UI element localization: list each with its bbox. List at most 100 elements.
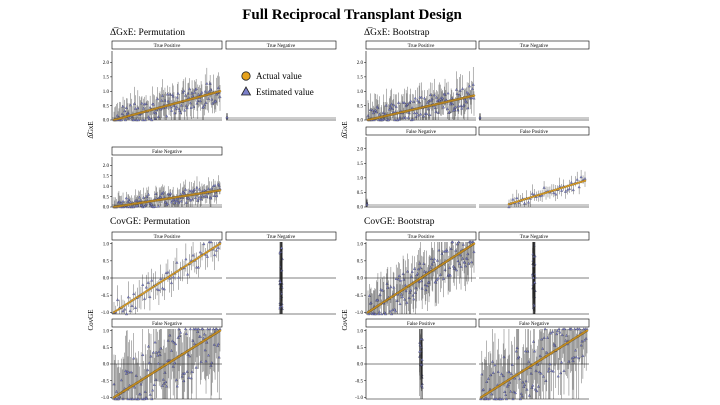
estimate-point bbox=[575, 178, 579, 181]
estimate-point bbox=[140, 101, 144, 105]
actual-point bbox=[128, 300, 132, 304]
estimate-point bbox=[116, 298, 120, 301]
estimate-point bbox=[555, 329, 559, 332]
estimate-point bbox=[182, 89, 186, 92]
estimate-point bbox=[184, 187, 187, 191]
estimate-point bbox=[558, 330, 562, 334]
estimate-point bbox=[171, 275, 175, 279]
actual-point bbox=[211, 247, 215, 250]
estimate-point bbox=[565, 188, 569, 192]
estimate-point bbox=[510, 363, 514, 366]
facet-strip bbox=[111, 146, 223, 156]
estimate-point bbox=[397, 274, 401, 277]
estimate-point bbox=[527, 200, 530, 204]
estimate-point bbox=[152, 383, 156, 386]
estimate-point bbox=[436, 276, 440, 280]
estimate-point bbox=[150, 278, 154, 282]
y-tick-label: 0.0 bbox=[357, 363, 364, 368]
y-tick-label: -0.5 bbox=[101, 294, 109, 299]
estimate-point bbox=[198, 250, 202, 254]
estimate-point bbox=[479, 116, 482, 119]
estimate-point bbox=[188, 327, 192, 331]
y-tick-label: 1.0 bbox=[357, 177, 364, 182]
estimate-point bbox=[543, 327, 547, 331]
estimate-point bbox=[195, 265, 199, 269]
y-tick-label: 1.0 bbox=[357, 242, 364, 247]
facet-false-negative: False Negative bbox=[478, 318, 590, 401]
estimate-point bbox=[471, 83, 475, 86]
estimate-point bbox=[459, 265, 463, 268]
estimate-point bbox=[419, 112, 423, 116]
estimate-point bbox=[194, 365, 198, 369]
actual-point bbox=[145, 290, 148, 293]
actual-point bbox=[200, 254, 204, 257]
legend: Actual value Estimated value bbox=[240, 71, 314, 97]
estimate-point bbox=[394, 277, 398, 280]
actual-point bbox=[173, 271, 177, 274]
actual-point bbox=[204, 251, 207, 255]
actual-point bbox=[193, 258, 197, 262]
estimate-point bbox=[567, 187, 571, 190]
estimate-point bbox=[148, 392, 152, 396]
estimate-point bbox=[174, 342, 178, 346]
estimate-point bbox=[532, 349, 536, 353]
facet-false-positive: False Positive -1.0 -0.5 0.0 0.5 1.0 bbox=[355, 318, 477, 401]
estimate-point bbox=[583, 177, 587, 180]
estimate-point bbox=[202, 242, 206, 246]
actual-point bbox=[123, 304, 126, 307]
y-tick-label: 1.5 bbox=[357, 162, 364, 167]
actual-point bbox=[114, 309, 117, 313]
actual-point bbox=[177, 269, 180, 272]
actual-point bbox=[155, 283, 159, 286]
actual-point bbox=[175, 270, 179, 273]
estimate-point bbox=[472, 250, 476, 254]
y-tick-label: 0.5 bbox=[103, 104, 110, 109]
estimate-point bbox=[394, 105, 398, 108]
actual-point bbox=[161, 279, 164, 283]
estimate-point bbox=[132, 356, 136, 360]
estimate-point bbox=[196, 265, 200, 269]
actual-point bbox=[472, 242, 476, 245]
y-tick-label: -0.5 bbox=[355, 294, 363, 299]
estimate-point bbox=[465, 90, 469, 94]
actual-point bbox=[202, 252, 206, 256]
facet-strip bbox=[111, 231, 223, 241]
y-tick-label: 0.5 bbox=[357, 346, 364, 351]
chart-2: Δ̅GxE: Bootstrap Δ̅GxE True Positive 0.0 0.5… bbox=[341, 27, 590, 211]
estimate-point bbox=[445, 249, 449, 253]
estimate-point bbox=[530, 192, 534, 195]
y-tick-label: 0.5 bbox=[103, 260, 110, 265]
y-tick-label: 1.0 bbox=[357, 329, 364, 334]
estimate-point bbox=[170, 109, 173, 112]
y-tick-label: -1.0 bbox=[355, 396, 363, 401]
y-tick-label: -0.5 bbox=[101, 379, 109, 384]
estimate-point bbox=[435, 258, 439, 262]
estimate-point bbox=[460, 106, 464, 110]
estimate-point bbox=[208, 327, 212, 331]
actual-point bbox=[208, 249, 211, 252]
estimate-point bbox=[147, 192, 150, 196]
estimate-point bbox=[183, 371, 187, 375]
estimate-point bbox=[550, 369, 554, 372]
estimate-point bbox=[532, 304, 536, 307]
y-axis-label: Δ̅GxE bbox=[87, 121, 95, 138]
facet-strip-label: False Positive bbox=[407, 322, 436, 327]
actual-point bbox=[143, 291, 146, 294]
y-tick-label: 0.0 bbox=[103, 363, 110, 368]
estimate-point bbox=[207, 240, 211, 244]
estimate-point bbox=[141, 353, 145, 356]
estimate-point bbox=[176, 91, 180, 95]
y-tick-label: 1.0 bbox=[357, 90, 364, 95]
actual-point bbox=[218, 189, 222, 192]
estimate-point bbox=[388, 309, 392, 313]
estimate-point bbox=[170, 281, 173, 285]
actual-point bbox=[121, 305, 125, 308]
facet-true-positive: True Positive 0.0 0.5 1.0 1.5 2.0 bbox=[103, 40, 223, 124]
estimate-point bbox=[420, 384, 424, 387]
estimate-point bbox=[507, 205, 511, 209]
estimate-point bbox=[425, 112, 429, 115]
actual-point bbox=[146, 289, 150, 292]
actual-point bbox=[213, 246, 216, 249]
estimate-point bbox=[128, 116, 132, 119]
